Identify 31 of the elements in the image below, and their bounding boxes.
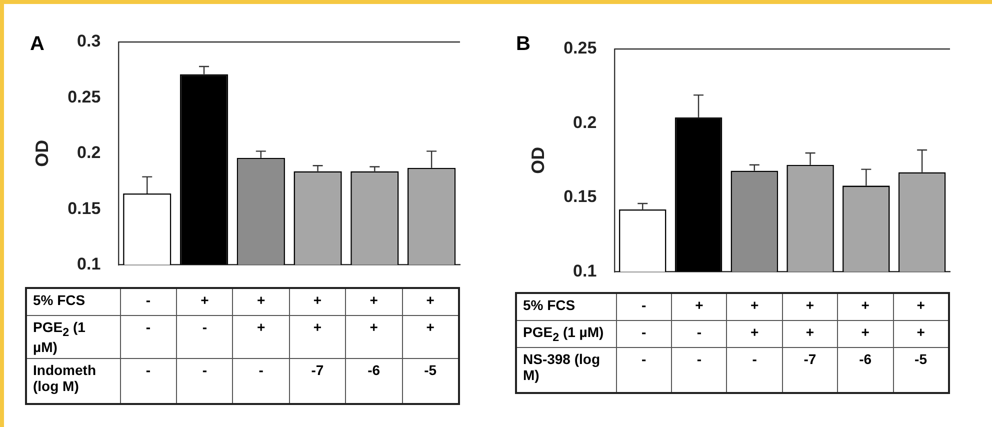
y-tick-label: 0.2 xyxy=(77,143,101,162)
category-label: + + -5 xyxy=(424,292,437,378)
category-label: - - - xyxy=(641,297,646,367)
text: 5% FCS xyxy=(516,293,616,320)
chart-title: A xyxy=(30,33,44,56)
category-label: + + - xyxy=(750,297,759,367)
text: NS-398 (log M) xyxy=(516,348,616,393)
y-tick-label: 0.1 xyxy=(573,261,597,280)
category-label: + + -5 xyxy=(914,297,927,367)
category-label: - - - xyxy=(146,292,151,378)
text: 5% FCS xyxy=(26,288,120,316)
category-label: + - - xyxy=(200,292,209,378)
y-tick-label: 0.3 xyxy=(77,32,101,51)
y-tick-label: 0.15 xyxy=(68,198,101,218)
y-tick-label: 0.2 xyxy=(573,112,597,132)
chart-title: B xyxy=(516,33,530,56)
y-axis-title: OD xyxy=(528,146,548,174)
y-axis-title: OD xyxy=(32,140,52,167)
category-label: + + -6 xyxy=(368,292,380,378)
category-label: + + -7 xyxy=(804,297,816,367)
text: PGE$_{2}$ (1 µM) xyxy=(516,320,616,348)
category-label: + + -6 xyxy=(859,297,872,367)
y-tick-label: 0.15 xyxy=(564,187,597,206)
text: PGE$_{2}$ (1 µM) xyxy=(26,316,120,358)
y-tick-label: 0.25 xyxy=(68,87,101,106)
y-tick-label: 0.25 xyxy=(564,38,597,58)
text: Indometh (log M) xyxy=(26,358,120,404)
y-tick-label: 0.1 xyxy=(77,254,101,274)
category-label: + - - xyxy=(695,297,704,367)
category-label: + + - xyxy=(256,292,266,378)
category-label: + + -7 xyxy=(311,292,324,378)
